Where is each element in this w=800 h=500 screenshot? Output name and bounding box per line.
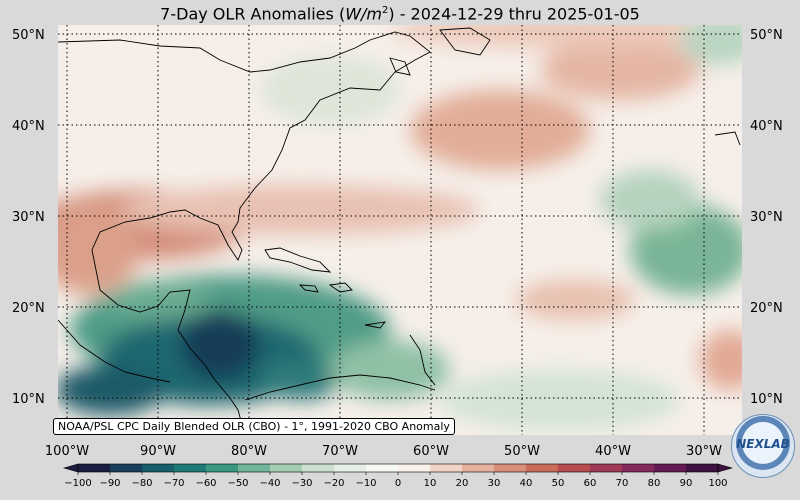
lon-label: 70°W [322, 444, 358, 459]
lon-label: 100°W [45, 444, 89, 459]
colorbar-tick-label: −20 [323, 478, 344, 489]
colorbar-extend-max [717, 463, 734, 473]
map-title: 7-Day OLR Anomalies (W/m2) - 2024-12-29 … [0, 0, 800, 25]
lat-label: 20°N [750, 301, 783, 316]
colorbar-bin [462, 464, 495, 472]
colorbar-bin [302, 464, 335, 472]
nexlab-logo: NEXLAB [731, 414, 795, 478]
colorbar-bin [494, 464, 527, 472]
colorbar-bin [110, 464, 143, 472]
colorbar-bin [142, 464, 175, 472]
colorbar-tick-label: 20 [456, 478, 469, 489]
colorbar-bin [526, 464, 559, 472]
lat-label: 10°N [750, 392, 783, 407]
colorbar-bin [622, 464, 655, 472]
colorbar-tick-label: −80 [131, 478, 152, 489]
title-unit: W/m [345, 4, 382, 24]
colorbar-tick-label: −10 [355, 478, 376, 489]
colorbar-bin [174, 464, 207, 472]
lat-label: 30°N [750, 210, 783, 225]
colorbar-bin [334, 464, 367, 472]
colorbar-extend-min [62, 463, 79, 473]
lat-label: 20°N [12, 301, 45, 316]
colorbar-tick-label: 80 [648, 478, 661, 489]
lat-labels-right: 50°N 40°N 30°N 20°N 10°N [750, 28, 783, 407]
colorbar-tick-label: −50 [227, 478, 248, 489]
colorbar-bin [558, 464, 591, 472]
colorbar-tick-label: −40 [259, 478, 280, 489]
colorbar-bin [398, 464, 431, 472]
colorbar-bin [270, 464, 303, 472]
lon-label: 90°W [140, 444, 176, 459]
colorbar-tick-label: 70 [616, 478, 629, 489]
lon-label: 60°W [413, 444, 449, 459]
colorbar-tick-label: 90 [680, 478, 693, 489]
colorbar-tick-label: −100 [64, 478, 91, 489]
colorbar-tick-label: −90 [99, 478, 120, 489]
colorbar-bin [654, 464, 687, 472]
colorbar-tick-label: 60 [584, 478, 597, 489]
title-suffix: ) - 2024-12-29 thru 2025-01-05 [388, 4, 640, 24]
colorbar-tick-label: 0 [395, 478, 401, 489]
lat-label: 50°N [12, 28, 45, 43]
colorbar-bin [590, 464, 623, 472]
colorbar-bin [238, 464, 271, 472]
colorbar-bin [430, 464, 463, 472]
logo-text: NEXLAB [736, 437, 790, 451]
lon-label: 80°W [231, 444, 267, 459]
lon-labels: 100°W 90°W 80°W 70°W 60°W 50°W 40°W 30°W [45, 444, 722, 459]
graticule [58, 25, 742, 435]
colorbar-tick-label: −30 [291, 478, 312, 489]
lat-label: 10°N [12, 392, 45, 407]
colorbar-bin [78, 464, 111, 472]
colorbar: −100 −90 −80 −70 −60 −50 −40 −30 −20 −10 0 10 20 30 40… [62, 463, 734, 489]
colorbar-tick-label: 50 [552, 478, 565, 489]
lat-label: 40°N [12, 119, 45, 134]
lat-label: 40°N [750, 119, 783, 134]
colorbar-tick-label: −60 [195, 478, 216, 489]
data-source-credit: NOAA/PSL CPC Daily Blended OLR (CBO) - 1… [53, 418, 455, 435]
lon-label: 30°W [686, 444, 722, 459]
colorbar-tick-label: 40 [520, 478, 533, 489]
title-prefix: 7-Day OLR Anomalies ( [160, 4, 346, 24]
colorbar-bin [206, 464, 239, 472]
lat-label: 30°N [12, 210, 45, 225]
lon-label: 50°W [504, 444, 540, 459]
lat-label: 50°N [750, 28, 783, 43]
lat-labels-left: 50°N 40°N 30°N 20°N 10°N [12, 28, 45, 407]
colorbar-tick-label: 100 [708, 478, 727, 489]
olr-anomaly-field [58, 25, 742, 435]
coastlines [58, 27, 741, 435]
colorbar-tick-label: −70 [163, 478, 184, 489]
lon-label: 40°W [595, 444, 631, 459]
colorbar-tick-label: 30 [488, 478, 501, 489]
colorbar-bin [366, 464, 399, 472]
colorbar-bin [686, 464, 719, 472]
title-unit-exponent: 2 [381, 5, 389, 16]
colorbar-tick-label: 10 [424, 478, 437, 489]
